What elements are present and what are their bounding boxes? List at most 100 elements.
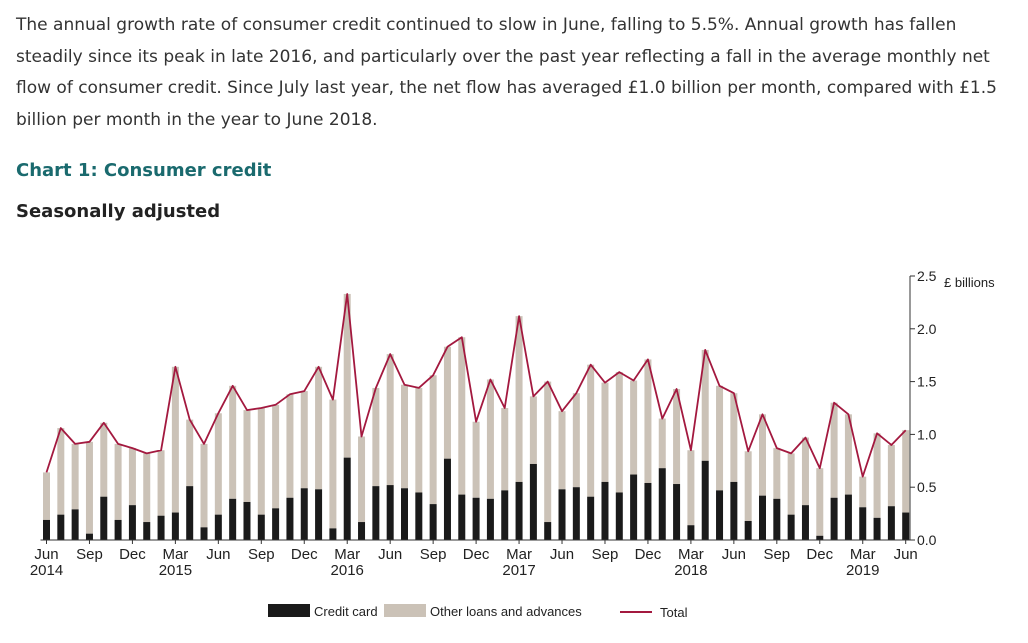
bar-other-loans: [443, 346, 451, 459]
bar-other-loans: [257, 408, 265, 515]
x-tick-label: Dec: [463, 546, 490, 563]
bar-credit-card: [329, 528, 337, 540]
bar-credit-card: [85, 533, 93, 540]
bar-credit-card: [315, 489, 323, 540]
bar-credit-card: [558, 489, 566, 540]
x-tick-label: Sep: [420, 546, 447, 563]
x-tick-label: Dec: [635, 546, 662, 563]
bar-credit-card: [114, 519, 122, 540]
bar-other-loans: [515, 316, 523, 482]
bar-credit-card: [486, 498, 494, 540]
bar-other-loans: [229, 385, 237, 499]
bar-other-loans: [859, 476, 867, 508]
bar-credit-card: [830, 497, 838, 540]
bar-credit-card: [300, 488, 308, 540]
bar-credit-card: [501, 490, 509, 540]
x-year-label: 2015: [159, 562, 192, 579]
bar-credit-card: [887, 506, 895, 540]
bar-other-loans: [630, 380, 638, 475]
bar-other-loans: [286, 394, 294, 498]
bar-other-loans: [429, 375, 437, 505]
bar-other-loans: [71, 443, 79, 510]
bar-credit-card: [186, 486, 194, 540]
bar-other-loans: [415, 387, 423, 493]
x-tick-label: Dec: [291, 546, 318, 563]
bar-other-loans: [587, 364, 595, 497]
bar-credit-card: [515, 481, 523, 540]
x-tick-label: Mar: [334, 546, 360, 563]
bar-other-loans: [157, 450, 165, 516]
bar-other-loans: [673, 388, 681, 485]
intro-paragraph: The annual growth rate of consumer credi…: [16, 15, 997, 130]
bar-other-loans: [372, 387, 380, 487]
y-axis: 0.0 0.5 1.0 1.5 2.0 2.5 £ billions: [909, 268, 995, 548]
bar-credit-card: [358, 522, 366, 540]
x-tick-label: Mar: [162, 546, 188, 563]
bar-credit-card: [229, 498, 237, 540]
x-tick-label: Jun: [206, 546, 230, 563]
legend-swatch-other-loans: [384, 604, 426, 617]
bar-other-loans: [272, 404, 280, 509]
bar-other-loans: [529, 396, 537, 464]
total-line: [45, 293, 907, 478]
x-axis: Jun Sep Dec Mar Jun Sep Dec Mar Jun Sep Dec Mar Jun S…: [30, 539, 918, 579]
bar-other-loans: [186, 419, 194, 487]
y-tick-label: 2.5: [917, 268, 937, 284]
bar-credit-card: [601, 481, 609, 540]
bar-credit-card: [801, 505, 809, 540]
bar-credit-card: [787, 514, 795, 540]
bar-other-loans: [200, 443, 208, 528]
bar-credit-card: [615, 492, 623, 540]
bar-other-loans: [873, 433, 881, 518]
bar-other-loans: [85, 441, 93, 534]
bar-other-loans: [100, 422, 108, 497]
x-year-label: 2017: [502, 562, 535, 579]
bar-credit-card: [716, 490, 724, 540]
bar-other-loans: [658, 418, 666, 469]
bar-other-loans: [57, 428, 65, 515]
bar-credit-card: [773, 498, 781, 540]
x-year-label: 2019: [846, 562, 879, 579]
chart-title: Chart 1: Consumer credit: [16, 160, 272, 181]
legend-swatch-credit-card: [268, 604, 310, 617]
bar-credit-card: [343, 457, 351, 540]
bar-other-loans: [243, 410, 251, 502]
bar-credit-card: [415, 492, 423, 540]
y-unit-label: £ billions: [944, 275, 995, 290]
bar-other-loans: [143, 453, 151, 523]
bar-credit-card: [529, 463, 537, 540]
x-tick-label: Sep: [248, 546, 275, 563]
bar-other-loans: [501, 408, 509, 491]
bar-credit-card: [386, 485, 394, 540]
bar-other-loans: [687, 450, 695, 526]
bar-credit-card: [730, 481, 738, 540]
y-tick-label: 0.0: [917, 532, 937, 548]
bar-credit-card: [100, 496, 108, 540]
bar-other-loans: [816, 468, 824, 536]
bar-credit-card: [572, 487, 580, 540]
bar-other-loans: [716, 385, 724, 491]
bar-other-loans: [601, 382, 609, 482]
bar-credit-card: [214, 514, 222, 540]
bar-credit-card: [128, 505, 136, 540]
bar-credit-card: [429, 504, 437, 540]
bar-other-loans: [558, 411, 566, 490]
x-tick-label: Sep: [763, 546, 790, 563]
y-tick-label: 1.5: [917, 374, 937, 390]
x-tick-label: Sep: [592, 546, 619, 563]
bar-other-loans: [329, 399, 337, 529]
bar-credit-card: [587, 496, 595, 540]
bar-other-loans: [902, 430, 910, 513]
chart-subtitle: Seasonally adjusted: [16, 201, 221, 222]
bar-credit-card: [902, 512, 910, 540]
bar-other-loans: [128, 448, 136, 506]
bar-credit-card: [859, 507, 867, 540]
bar-other-loans: [773, 448, 781, 499]
bar-credit-card: [458, 494, 466, 540]
bar-other-loans: [887, 444, 895, 507]
bar-other-loans: [386, 354, 394, 486]
bar-other-loans: [801, 437, 809, 506]
bar-credit-card: [243, 501, 251, 540]
bar-credit-card: [673, 484, 681, 540]
x-tick-label: Jun: [378, 546, 402, 563]
